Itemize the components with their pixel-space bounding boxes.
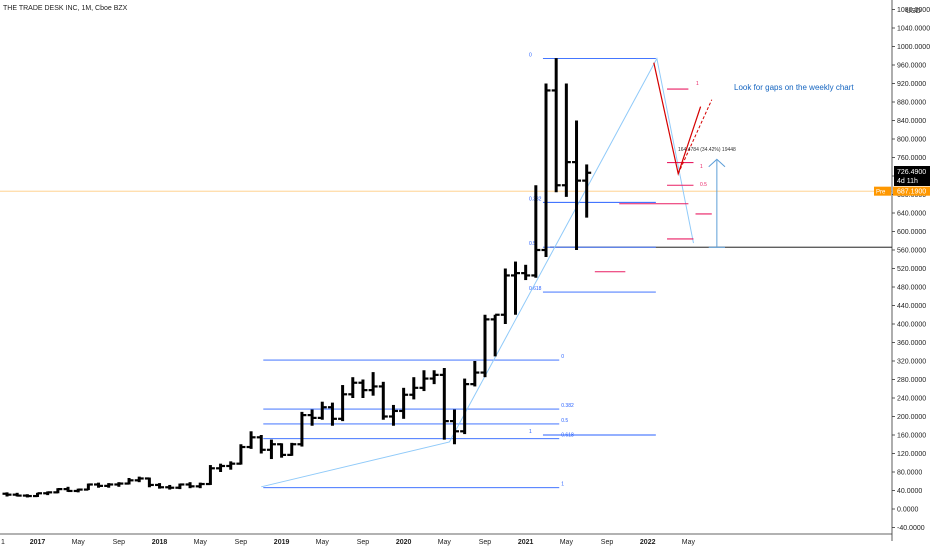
gap-mark-0-5: 0.5 [700, 182, 707, 188]
countdown-label: 4d 11h [897, 178, 918, 185]
pre-price-tag [893, 186, 930, 196]
pre-tag-label: Pre [876, 190, 886, 196]
price-tick-label: 840.0000 [897, 118, 926, 125]
zigzag-path [261, 57, 694, 488]
price-axis[interactable]: -40.0000 0.0000 40.0000 80.0000 120.0000 160.… [874, 0, 930, 541]
fib-left-label: 1 [561, 482, 564, 488]
time-tick-label: 1 [1, 539, 5, 546]
fib-right-label: 0 [529, 53, 532, 59]
time-tick-label: Sep [357, 539, 370, 546]
price-tick-label: 560.0000 [897, 248, 926, 255]
gap-mark-1b: 1 [700, 164, 703, 170]
price-tick-label: 120.0000 [897, 451, 926, 458]
price-tick-label: 0.0000 [897, 507, 919, 514]
price-tick-label: 240.0000 [897, 396, 926, 403]
measure-label: 164.4784 (34.42%) 19448 [678, 147, 736, 153]
price-tick-label: 760.0000 [897, 155, 926, 162]
fib-left-label: 0.618 [561, 433, 574, 439]
price-tick-label: 640.0000 [897, 211, 926, 218]
fib-right-label: 1 [529, 429, 532, 435]
price-tick-label: 1040.0000 [897, 26, 930, 33]
fib-right-label: 0.618 [529, 286, 542, 292]
time-tick-label: May [194, 539, 208, 546]
time-tick-label: Sep [235, 539, 248, 546]
time-axis[interactable]: 1 2017 May Sep 2018 May Sep 2019 May Sep 2020 May Se… [0, 533, 892, 546]
trend-projection [677, 99, 713, 174]
price-tick-label: 480.0000 [897, 285, 926, 292]
price-tick-label: 1000.0000 [897, 44, 930, 51]
time-tick-label: May [682, 539, 696, 546]
time-tick-label: May [560, 539, 574, 546]
measure-arrow [708, 158, 726, 168]
price-tick-label: 160.0000 [897, 433, 926, 440]
price-tick-label: 360.0000 [897, 340, 926, 347]
time-tick-label: 2021 [518, 539, 534, 546]
time-tick-label: May [72, 539, 86, 546]
time-tick-label: 2019 [274, 539, 290, 546]
pre-price-label: 687.1900 [897, 189, 926, 196]
price-tick-label: 600.0000 [897, 229, 926, 236]
time-tick-label: Sep [479, 539, 492, 546]
gap-mark-1: 1 [696, 81, 699, 87]
price-tick-label: 200.0000 [897, 414, 926, 421]
time-tick-label: 2018 [152, 539, 168, 546]
price-tick-label: 440.0000 [897, 303, 926, 310]
price-tick-label: 800.0000 [897, 137, 926, 144]
fib-left-label: 0.5 [561, 418, 568, 424]
price-tick-label: 920.0000 [897, 81, 926, 88]
currency-label: USD [906, 8, 921, 15]
fib-left-label: 0 [561, 354, 564, 360]
time-tick-label: May [438, 539, 452, 546]
time-tick-label: 2017 [30, 539, 46, 546]
current-price-label: 726.4900 [897, 169, 926, 176]
fib-right-label: 0.5 [529, 241, 536, 247]
time-tick-label: 2022 [640, 539, 656, 546]
price-tick-label: 400.0000 [897, 322, 926, 329]
chart-title: THE TRADE DESK INC, 1M, Cboe BZX [3, 5, 128, 12]
time-tick-label: May [316, 539, 330, 546]
price-tick-label: 880.0000 [897, 100, 926, 107]
time-tick-label: Sep [601, 539, 614, 546]
price-tick-label: 40.0000 [897, 488, 922, 495]
time-tick-label: Sep [113, 539, 126, 546]
price-tick-label: 960.0000 [897, 63, 926, 70]
time-tick-label: 2020 [396, 539, 412, 546]
price-tick-label: 280.0000 [897, 377, 926, 384]
price-tick-label: 320.0000 [897, 359, 926, 366]
pre-tag [874, 186, 891, 196]
price-tick-label: 520.0000 [897, 266, 926, 273]
current-price-tag [894, 165, 930, 186]
price-tick-label: 80.0000 [897, 470, 922, 477]
fib-left-label: 0.382 [561, 403, 574, 409]
annotation-note: Look for gaps on the weekly chart [734, 83, 854, 92]
price-tick-label: -40.0000 [897, 525, 925, 532]
price-tick-label: 1080.0000 [897, 7, 930, 14]
